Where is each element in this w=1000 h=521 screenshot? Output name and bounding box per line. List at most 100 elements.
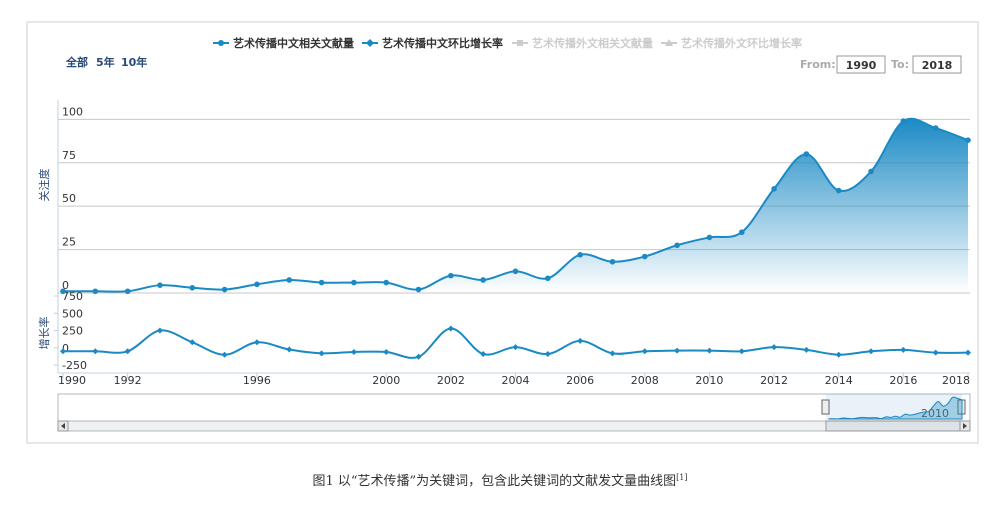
x-tick-label: 2014 <box>825 374 853 387</box>
point <box>253 339 260 346</box>
point <box>254 281 260 288</box>
point <box>738 229 745 236</box>
point <box>965 137 971 143</box>
point <box>641 253 648 260</box>
y-tick-label: 0 <box>62 279 69 292</box>
caption: 图1 以“艺术传播”为关键词，包含此关键词的文献发文量曲线图[1] <box>312 473 687 489</box>
to-label: To: <box>891 58 909 71</box>
point <box>318 350 325 357</box>
y2-tick-label: 750 <box>62 290 83 303</box>
point <box>868 168 874 175</box>
y2-tick-label: 250 <box>62 325 83 338</box>
point <box>803 346 810 353</box>
point <box>609 258 616 265</box>
point <box>383 348 390 355</box>
y2-tick-label: 500 <box>62 307 83 320</box>
from-label: From: <box>800 58 836 71</box>
x-tick-label: 2010 <box>695 374 723 387</box>
point <box>124 288 131 295</box>
to-input[interactable] <box>912 55 962 74</box>
point <box>609 350 616 357</box>
point <box>318 279 325 286</box>
point <box>835 351 842 358</box>
scrollbar-thumb[interactable] <box>825 420 963 432</box>
point <box>286 346 293 353</box>
caption-ref: [1] <box>676 473 687 482</box>
legend-label[interactable]: 艺术传播外文环比增长率 <box>681 36 802 50</box>
navigator-handle[interactable] <box>821 399 830 415</box>
y-tick-label: 25 <box>62 236 76 249</box>
point <box>189 339 196 346</box>
x-tick-label: 2018 <box>942 374 970 387</box>
point <box>545 275 551 282</box>
point <box>92 348 99 355</box>
legend-label[interactable]: 艺术传播中文环比增长率 <box>382 36 503 50</box>
y-axis-title: 关注度 <box>37 169 51 202</box>
point <box>350 348 357 355</box>
legend-label[interactable]: 艺术传播外文相关文献量 <box>532 36 653 50</box>
point <box>512 344 519 351</box>
x-tick-label: 2008 <box>631 374 659 387</box>
y-tick-label: 50 <box>62 192 76 205</box>
y2-tick-label: 0 <box>62 342 69 355</box>
point <box>415 286 422 293</box>
caption-text: 图1 以“艺术传播”为关键词，包含此关键词的文献发文量曲线图 <box>312 473 676 489</box>
point <box>480 351 487 358</box>
legend-marker <box>218 40 224 46</box>
point <box>221 286 228 293</box>
point <box>965 349 971 356</box>
x-tick-label: 2006 <box>566 374 594 387</box>
y-tick-label: 100 <box>62 105 83 118</box>
x-tick-label: 2004 <box>502 374 530 387</box>
point <box>674 242 680 249</box>
point <box>415 353 422 360</box>
range-5y[interactable]: 5年 <box>96 55 115 69</box>
point <box>803 151 810 157</box>
y-tick-label: 75 <box>62 149 76 162</box>
from-value[interactable]: 1990 <box>846 59 877 72</box>
point <box>932 349 939 356</box>
point <box>771 344 778 351</box>
point <box>706 347 713 354</box>
y2-axis-title: 增长率 <box>37 317 51 350</box>
x-tick-label: 2000 <box>372 374 400 387</box>
x-tick-label: 1990 <box>58 374 86 387</box>
range-10y[interactable]: 10年 <box>121 55 147 69</box>
x-tick-label: 2016 <box>889 374 917 387</box>
point <box>448 272 454 279</box>
point <box>577 337 584 344</box>
point <box>900 346 907 353</box>
point <box>738 348 745 355</box>
point <box>447 325 454 332</box>
point <box>286 277 293 283</box>
arrow-icon <box>963 423 967 429</box>
point <box>512 268 519 275</box>
legend-label[interactable]: 艺术传播中文相关文献量 <box>233 36 354 50</box>
x-tick-label: 2002 <box>437 374 465 387</box>
point <box>92 288 99 295</box>
point <box>900 118 907 124</box>
legend-marker <box>366 39 374 47</box>
range-all[interactable]: 全部 <box>65 55 88 69</box>
point <box>189 284 196 291</box>
to-value[interactable]: 2018 <box>922 59 953 72</box>
point <box>221 351 228 358</box>
point <box>351 279 357 286</box>
point <box>60 288 66 295</box>
point <box>932 125 939 131</box>
arrow-icon <box>61 423 65 429</box>
point <box>771 186 777 192</box>
point <box>157 282 163 288</box>
point <box>124 348 131 355</box>
legend-marker <box>517 40 523 46</box>
navigator-area <box>828 396 963 420</box>
navigator-label: 2010 <box>921 407 949 420</box>
point <box>544 351 551 358</box>
point <box>674 347 681 354</box>
from-input[interactable] <box>836 55 886 74</box>
point <box>577 252 583 258</box>
point <box>868 348 875 355</box>
x-tick-label: 1996 <box>243 374 271 387</box>
point <box>156 327 163 334</box>
